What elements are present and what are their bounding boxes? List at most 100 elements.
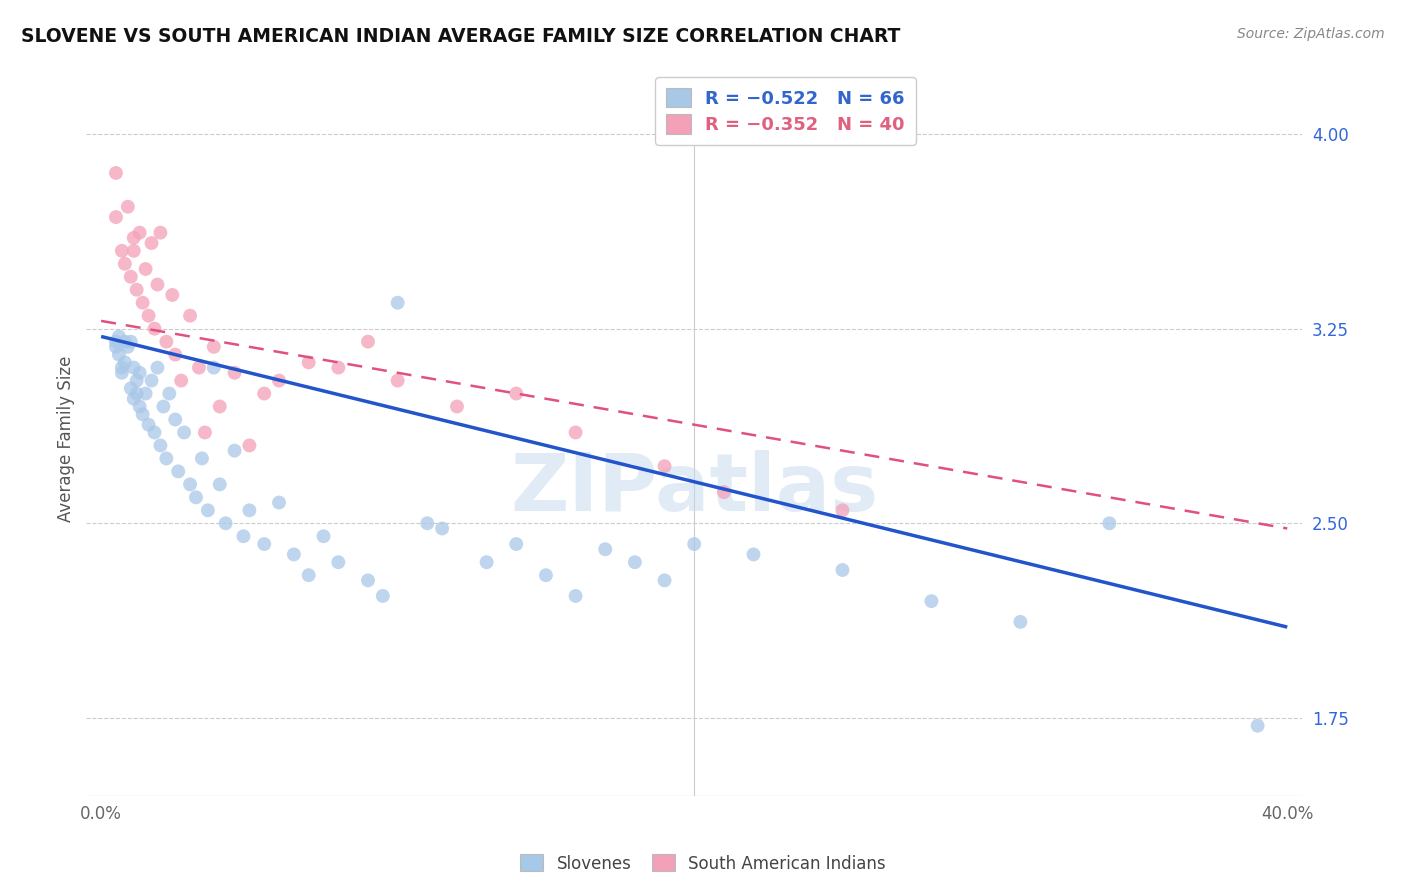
Point <box>534 568 557 582</box>
Point <box>357 574 380 588</box>
Point <box>131 407 153 421</box>
Point <box>179 477 201 491</box>
Point <box>162 288 184 302</box>
Point <box>191 451 214 466</box>
Point <box>125 374 148 388</box>
Point <box>122 392 145 406</box>
Point <box>131 295 153 310</box>
Point <box>104 210 127 224</box>
Point <box>267 495 290 509</box>
Point <box>138 417 160 432</box>
Point <box>155 334 177 349</box>
Point <box>328 555 350 569</box>
Point <box>104 340 127 354</box>
Point <box>1098 516 1121 531</box>
Point <box>135 386 157 401</box>
Point <box>654 459 676 474</box>
Point <box>125 283 148 297</box>
Point <box>173 425 195 440</box>
Point <box>128 400 150 414</box>
Point <box>683 537 706 551</box>
Point <box>141 235 163 250</box>
Text: SLOVENE VS SOUTH AMERICAN INDIAN AVERAGE FAMILY SIZE CORRELATION CHART: SLOVENE VS SOUTH AMERICAN INDIAN AVERAGE… <box>21 27 900 45</box>
Point <box>114 334 136 349</box>
Point <box>114 257 136 271</box>
Point <box>108 329 131 343</box>
Point <box>155 451 177 466</box>
Point <box>312 529 335 543</box>
Point <box>152 400 174 414</box>
Point <box>202 340 225 354</box>
Point <box>357 334 380 349</box>
Point <box>224 366 246 380</box>
Point <box>446 400 468 414</box>
Point <box>267 374 290 388</box>
Point <box>104 166 127 180</box>
Point <box>564 425 586 440</box>
Point <box>167 464 190 478</box>
Point <box>253 537 276 551</box>
Point <box>328 360 350 375</box>
Point <box>831 563 853 577</box>
Point <box>114 355 136 369</box>
Point <box>149 226 172 240</box>
Point <box>157 386 180 401</box>
Point <box>208 400 231 414</box>
Point <box>202 360 225 375</box>
Point <box>298 355 321 369</box>
Point <box>120 269 142 284</box>
Point <box>122 231 145 245</box>
Legend: R = −0.522   N = 66, R = −0.352   N = 40: R = −0.522 N = 66, R = −0.352 N = 40 <box>655 77 915 145</box>
Point <box>117 200 139 214</box>
Point <box>165 348 187 362</box>
Point <box>238 438 260 452</box>
Point <box>179 309 201 323</box>
Point <box>138 309 160 323</box>
Point <box>283 548 305 562</box>
Point <box>564 589 586 603</box>
Point <box>165 412 187 426</box>
Point <box>111 244 134 258</box>
Point <box>149 438 172 452</box>
Point <box>713 485 735 500</box>
Point <box>170 374 193 388</box>
Point <box>146 277 169 292</box>
Point <box>111 360 134 375</box>
Y-axis label: Average Family Size: Average Family Size <box>58 356 75 522</box>
Point <box>197 503 219 517</box>
Point <box>1010 615 1032 629</box>
Point <box>104 334 127 349</box>
Point <box>143 321 166 335</box>
Point <box>224 443 246 458</box>
Point <box>141 374 163 388</box>
Point <box>120 381 142 395</box>
Point <box>505 386 527 401</box>
Point <box>742 548 765 562</box>
Point <box>654 574 676 588</box>
Point <box>387 295 409 310</box>
Point <box>831 503 853 517</box>
Text: Source: ZipAtlas.com: Source: ZipAtlas.com <box>1237 27 1385 41</box>
Point <box>505 537 527 551</box>
Point <box>146 360 169 375</box>
Point <box>475 555 498 569</box>
Point <box>125 386 148 401</box>
Point <box>128 366 150 380</box>
Point <box>1246 719 1268 733</box>
Point <box>122 244 145 258</box>
Text: ZIPatlas: ZIPatlas <box>510 450 879 528</box>
Point <box>430 521 453 535</box>
Point <box>238 503 260 517</box>
Point <box>232 529 254 543</box>
Point <box>624 555 647 569</box>
Point <box>135 262 157 277</box>
Point <box>920 594 942 608</box>
Point <box>371 589 394 603</box>
Point <box>188 360 211 375</box>
Point <box>122 360 145 375</box>
Legend: Slovenes, South American Indians: Slovenes, South American Indians <box>513 847 893 880</box>
Point <box>593 542 616 557</box>
Point <box>143 425 166 440</box>
Point <box>184 491 207 505</box>
Point <box>298 568 321 582</box>
